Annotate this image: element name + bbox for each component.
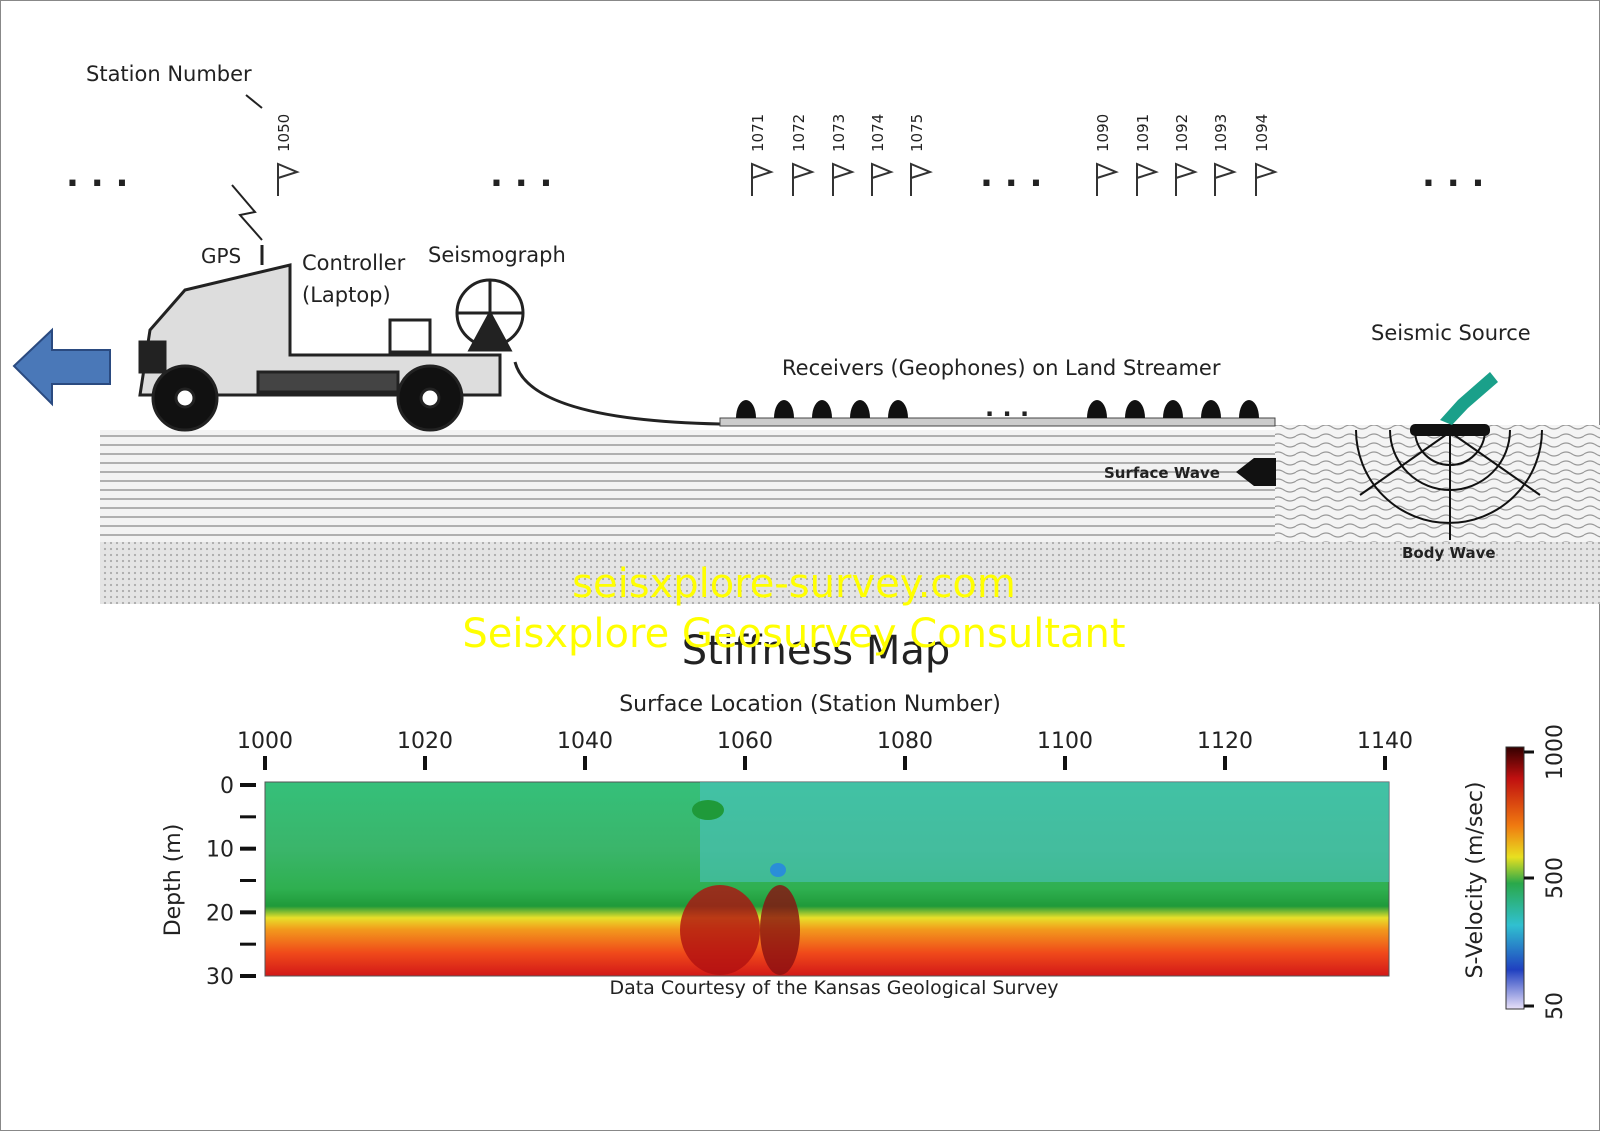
credit: Data Courtesy of the Kansas Geological S…	[609, 977, 1058, 999]
station-label: 1073	[830, 114, 848, 152]
svg-text:. . .: . . .	[66, 155, 128, 195]
station-flag	[1096, 162, 1119, 196]
ground-lower	[100, 542, 1600, 604]
station-flag	[277, 162, 300, 196]
label-controller: Controller	[302, 251, 406, 275]
streamer	[719, 417, 1276, 427]
ground-upper	[100, 430, 1275, 542]
colorbar-tick-label: 1000	[1543, 724, 1568, 780]
label-surface-wave: Surface Wave	[1104, 464, 1220, 482]
station-flag	[1255, 162, 1278, 196]
y-axis-label: Depth (m)	[161, 824, 186, 937]
source-plate	[1410, 424, 1490, 436]
y-tick-label: 30	[206, 965, 234, 990]
x-tick-label: 1020	[397, 729, 453, 754]
station-flag	[910, 162, 933, 196]
station-flag	[832, 162, 855, 196]
svg-text:. . .: . . .	[985, 394, 1029, 422]
station-flag	[871, 162, 894, 196]
svg-text:. . .: . . .	[490, 155, 552, 195]
station-label: 1093	[1212, 114, 1230, 152]
heatmap	[264, 781, 1390, 977]
label-receivers: Receivers (Geophones) on Land Streamer	[782, 356, 1221, 380]
survey-diagram: Station Number . . . . . . . . . . . .	[12, 62, 1600, 604]
source-waves	[1355, 429, 1543, 540]
x-tick-label: 1140	[1357, 729, 1413, 754]
svg-text:. . .: . . .	[1422, 155, 1484, 195]
surface-wave-arrow	[1236, 458, 1276, 486]
vehicle	[138, 184, 721, 432]
station-label: 1094	[1253, 114, 1271, 152]
geophones: . . .	[736, 394, 1259, 422]
label-seismograph: Seismograph	[428, 243, 566, 267]
pointer	[245, 94, 263, 109]
station-label: 1050	[275, 114, 293, 152]
y-tick-label: 0	[220, 774, 234, 799]
station-label: 1074	[869, 114, 887, 152]
y-tick-label: 20	[206, 901, 234, 926]
ellipsis: . . . . . . . . . . . .	[66, 155, 1484, 195]
colorbar-label: S-Velocity (m/sec)	[1463, 781, 1488, 978]
station-number-label: Station Number	[86, 62, 252, 86]
x-tick-label: 1060	[717, 729, 773, 754]
station-flag	[1136, 162, 1159, 196]
station-label: 1092	[1173, 114, 1191, 152]
x-axis-label: Surface Location (Station Number)	[619, 692, 1001, 717]
direction-arrow	[12, 327, 111, 407]
x-tick-label: 1000	[237, 729, 293, 754]
label-gps: GPS	[201, 244, 241, 268]
x-tick-label: 1120	[1197, 729, 1253, 754]
station-flag	[1214, 162, 1237, 196]
station-flag	[751, 162, 774, 196]
station-label: 1091	[1134, 114, 1152, 152]
x-tick-label: 1040	[557, 729, 613, 754]
hammer	[1440, 372, 1498, 425]
colorbar-tick-label: 500	[1543, 857, 1568, 899]
station-flag	[1175, 162, 1198, 196]
station-label: 1075	[908, 114, 926, 152]
label-seismic-source: Seismic Source	[1371, 321, 1531, 345]
map-title: Stiffness Map	[682, 628, 951, 674]
station-flag	[792, 162, 815, 196]
svg-text:. . .: . . .	[980, 155, 1042, 195]
ground-source	[1275, 425, 1600, 542]
label-body-wave: Body Wave	[1402, 544, 1496, 562]
station-label: 1071	[749, 114, 767, 152]
watermark: Seisxplore Geosurvey Consultant	[462, 611, 1125, 657]
station-label: 1072	[790, 114, 808, 152]
x-tick-label: 1100	[1037, 729, 1093, 754]
y-tick-label: 10	[206, 838, 234, 863]
watermark: seisxplore-survey.com	[572, 561, 1016, 607]
station-label: 1090	[1094, 114, 1112, 152]
label-laptop: (Laptop)	[302, 283, 391, 307]
colorbar	[1505, 746, 1525, 1010]
x-tick-label: 1080	[877, 729, 933, 754]
colorbar-tick-label: 50	[1543, 992, 1568, 1020]
